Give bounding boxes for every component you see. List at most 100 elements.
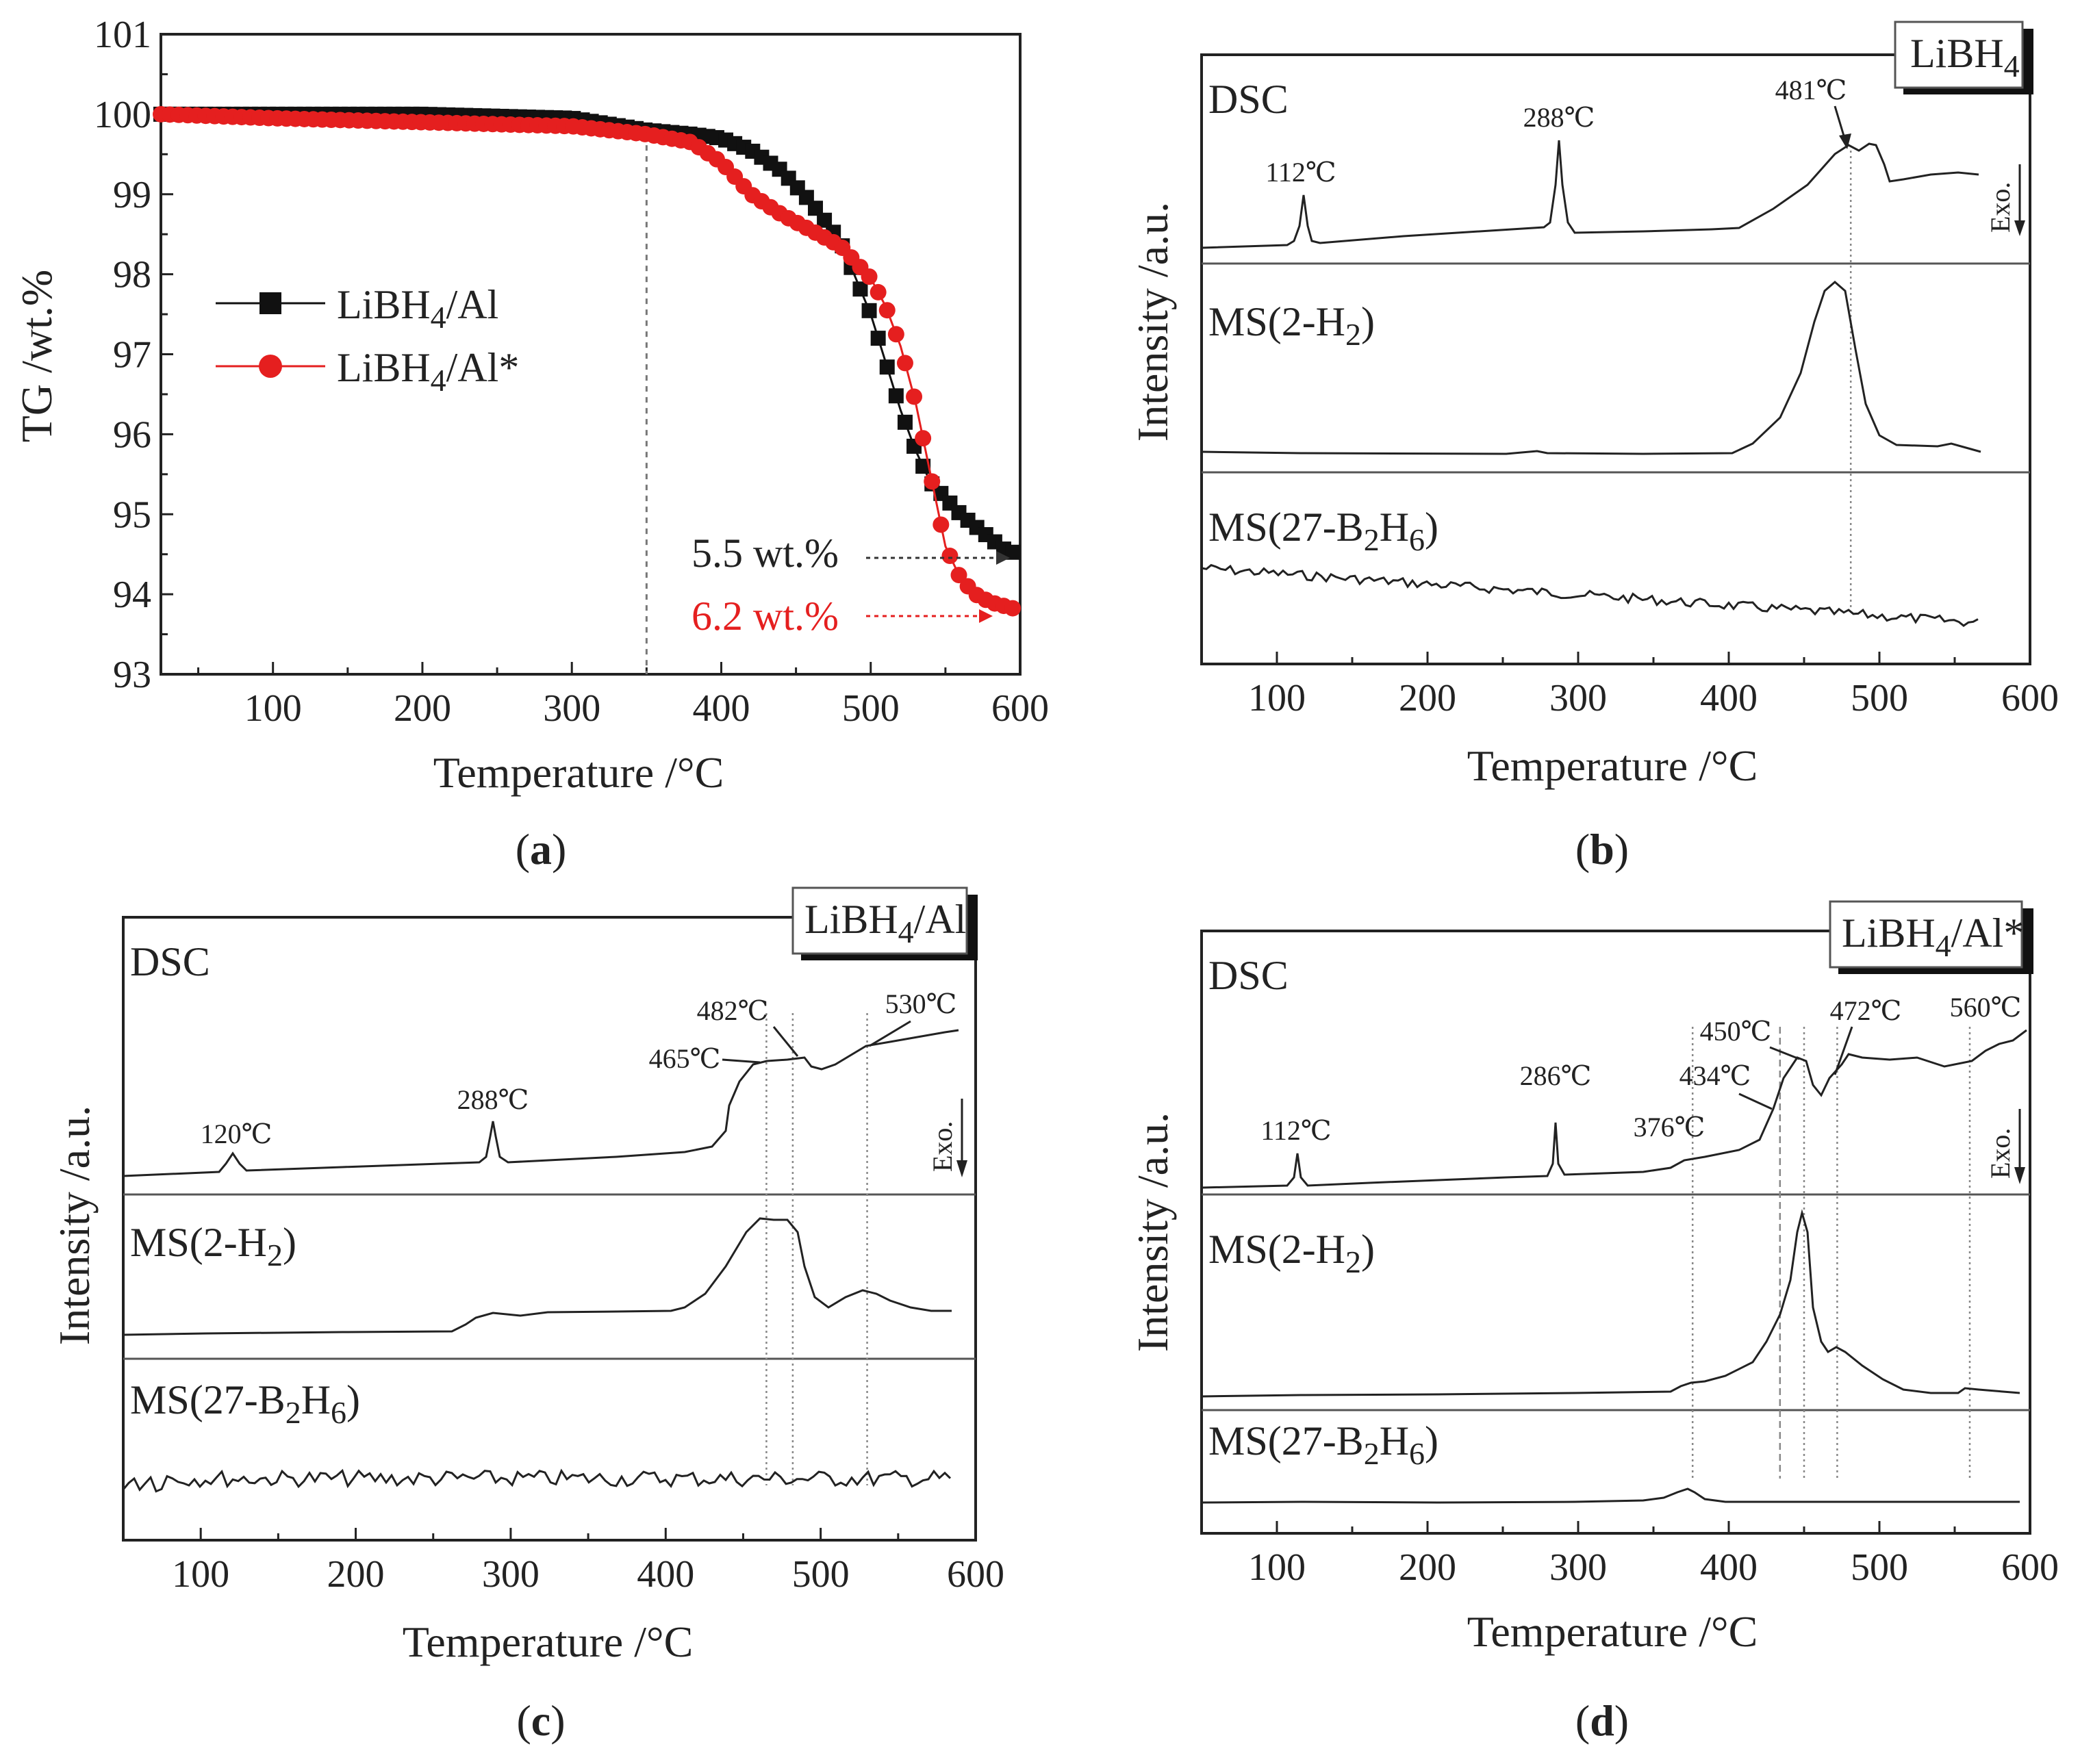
data-point-circle [1004, 600, 1022, 617]
sample-box [1829, 900, 2023, 969]
panel-c-exo-indicator: Exo. [927, 1099, 967, 1177]
panel-b-ms-b2h6-trace [1201, 563, 1979, 627]
panel-c-y-title: Intensity /a.u. [50, 1105, 99, 1345]
sample-box [791, 886, 968, 955]
data-point-square [807, 201, 823, 216]
annotation-6-2-wt: 6.2 wt.% [692, 593, 839, 639]
data-point-square [915, 459, 931, 474]
exo-arrowhead [2014, 1167, 2025, 1184]
panel-d-peak-450: 450℃ [1700, 1016, 1772, 1047]
data-point-square [897, 414, 913, 430]
sample-box-label: LiBH4/Al* [1842, 910, 2024, 963]
panel-c-peak-530: 530℃ [885, 988, 957, 1019]
panel-d-dsc-label: DSC [1208, 953, 1289, 998]
legend-marker-square [259, 292, 281, 314]
data-point-circle [915, 430, 932, 447]
panel-a-series [153, 105, 1022, 617]
panel-c-ms-h2-label: MS(2-H2) [130, 1220, 296, 1273]
panel-b-dsc-label: DSC [1208, 77, 1289, 122]
data-point-circle [870, 283, 887, 301]
panel-c-peak-465-arrow [722, 1058, 761, 1064]
x-tick-label: 100 [244, 687, 302, 730]
legend-marker-circle [259, 355, 282, 378]
panel-d-peak-450-arrow [1769, 1046, 1800, 1060]
panel-b-peak-481: 481℃ [1775, 75, 1847, 105]
data-point-circle [933, 516, 950, 533]
data-point-square [861, 303, 877, 318]
panel-a-legend: LiBH4/Al LiBH4/Al* [216, 282, 519, 398]
x-tick-label: 100 [1248, 1546, 1306, 1589]
x-tick-label: 400 [1700, 1546, 1758, 1589]
panel-c-ms-b2h6-label: MS(27-B2H6) [130, 1377, 360, 1430]
panel-b-y-title: Intensity /a.u. [1128, 202, 1177, 442]
x-tick-label: 100 [172, 1553, 229, 1596]
panel-a-y-ticks: 93 94 95 96 97 98 99 100 101 [94, 14, 173, 696]
exo-arrowhead [956, 1160, 967, 1177]
panel-c-dsc-trace [123, 1029, 959, 1177]
data-point-circle [950, 567, 967, 584]
data-point-circle [887, 326, 904, 343]
data-point-square [817, 212, 833, 228]
data-point-square [1005, 544, 1021, 560]
exo-label: Exo. [1985, 1128, 2016, 1179]
x-tick-label: 600 [991, 687, 1049, 730]
panel-d-label: (d) [1575, 1696, 1629, 1745]
panel-d-peak-434-arrow [1738, 1092, 1773, 1110]
panel-b-ms-h2-label: MS(2-H2) [1208, 299, 1375, 352]
panel-d-exo-indicator: Exo. [1985, 1109, 2025, 1184]
x-tick-label: 300 [482, 1553, 540, 1596]
x-tick-label: 100 [1248, 677, 1306, 719]
panel-d-ms-h2-label: MS(2-H2) [1208, 1227, 1375, 1279]
data-point-circle [896, 355, 913, 372]
data-point-circle [906, 388, 923, 405]
y-tick-label: 97 [113, 334, 151, 376]
panel-b: 100 200 300 400 500 600 DSC MS(2-H2) MS(27-B2… [1128, 21, 2059, 873]
annotation-5-5-wt: 5.5 wt.% [692, 531, 839, 576]
y-tick-label: 99 [113, 174, 151, 216]
panel-a-label: (a) [516, 825, 567, 873]
x-tick-label: 600 [947, 1553, 1004, 1596]
panel-b-label: (b) [1575, 825, 1629, 873]
panel-c-peak-530-arrow [869, 1020, 911, 1047]
panel-d-ms-b2h6-label: MS(27-B2H6) [1208, 1418, 1438, 1471]
y-tick-label: 100 [94, 94, 151, 136]
x-tick-label: 300 [1549, 677, 1607, 719]
sample-box [1894, 21, 2024, 89]
data-point-square [879, 359, 895, 375]
panel-c-dsc-label: DSC [130, 939, 210, 984]
panel-c-sample-box: LiBH4/Al [791, 886, 978, 960]
panel-b-ms-b2h6-label: MS(27-B2H6) [1208, 504, 1438, 557]
panel-c-peak-482-arrow [772, 1026, 799, 1057]
sample-box-label: LiBH4 [1910, 31, 2020, 84]
panel-d-dsc-trace [1201, 1029, 2027, 1189]
x-tick-label: 200 [394, 687, 451, 730]
panel-d-ms-b2h6-trace [1201, 1487, 2020, 1504]
exo-label: Exo. [927, 1121, 958, 1172]
panel-c-x-title: Temperature /°C [403, 1618, 694, 1666]
panel-d-peak-434: 434℃ [1679, 1060, 1751, 1091]
x-tick-label: 300 [543, 687, 600, 730]
panel-d-x-ticks: 100 200 300 400 500 600 [1248, 1521, 2059, 1589]
panel-c-label: (c) [516, 1696, 565, 1745]
x-tick-label: 500 [1851, 677, 1908, 719]
panel-a-x-title: Temperature /°C [433, 748, 724, 797]
panel-c-peak-482: 482℃ [697, 995, 769, 1026]
arrowhead-red [979, 609, 993, 623]
panel-a-annotations: 5.5 wt.% 6.2 wt.% [692, 531, 1010, 639]
panel-d: 100 200 300 400 500 600 DSC MS(2-H2) MS(27-B2… [1128, 900, 2059, 1745]
sample-box-label: LiBH4/Al [804, 897, 966, 949]
panel-a-x-ticks: 100 200 300 400 500 600 [197, 662, 1049, 730]
panel-d-peak-472-arrow [1834, 1026, 1853, 1075]
x-tick-label: 300 [1549, 1546, 1607, 1589]
panel-b-plot-frame [1200, 53, 2031, 665]
panel-c-peak-465: 465℃ [649, 1043, 721, 1074]
panel-c-plot-frame [122, 916, 977, 1542]
data-point-square [888, 388, 904, 404]
y-tick-label: 94 [113, 574, 151, 616]
y-tick-label: 96 [113, 413, 151, 456]
x-tick-label: 200 [327, 1553, 385, 1596]
panel-d-ms-h2-trace [1201, 1209, 2020, 1398]
data-point-circle [941, 548, 959, 565]
